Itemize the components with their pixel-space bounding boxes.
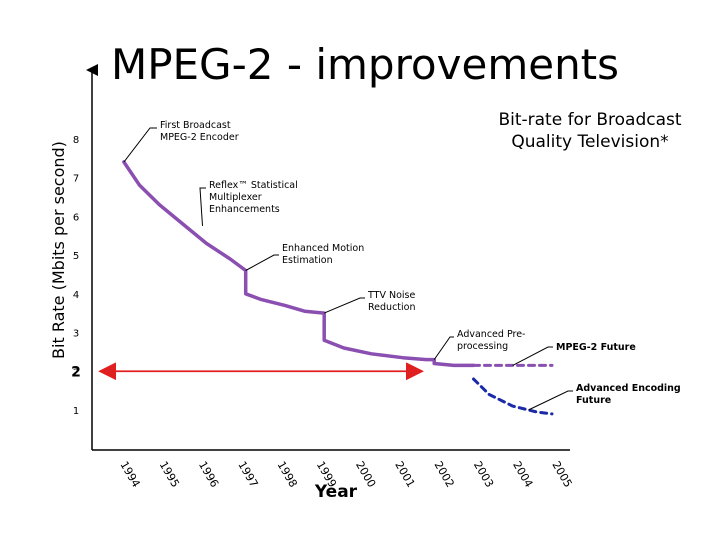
y-tick-label: 5 (73, 251, 79, 262)
bitrate-series-line (122, 160, 476, 368)
annotation-reflex: Reflex™ Statistical Multiplexer Enhancemen… (209, 180, 298, 215)
annotation-leader (433, 336, 454, 360)
y-tick-label: 8 (73, 135, 79, 146)
annotation-leader (199, 187, 206, 226)
annotation-mpeg2-future: MPEG-2 Future (556, 342, 636, 353)
x-tick-label: 2005 (549, 459, 574, 490)
y-tick-label: 1 (73, 406, 79, 417)
y-axis-label: Bit Rate (Mbits per second) (49, 141, 68, 359)
annotation-leader (245, 254, 279, 271)
x-axis-label: Year (314, 482, 358, 502)
future-series-line (472, 377, 554, 416)
annotation-leader (324, 297, 365, 314)
x-tick-label: 2001 (392, 459, 417, 490)
x-tick-label: 2002 (432, 459, 457, 490)
y-tick-label: 2 (73, 367, 79, 378)
annotation-enhanced-motion: Enhanced Motion Estimation (282, 243, 364, 266)
annotation-ttv-noise: TTV Noise Reduction (367, 290, 416, 313)
y-tick-label: 4 (73, 290, 79, 301)
annotation-first-broadcast: First Broadcast MPEG-2 Encoder (160, 120, 239, 143)
y-tick-label: 3 (73, 329, 79, 340)
y-tick-label: 6 (73, 212, 79, 223)
x-tick-label: 1996 (196, 459, 221, 490)
x-tick-label: 2003 (471, 459, 496, 490)
annotation-advanced-encoding: Advanced Encoding Future (576, 383, 681, 406)
y-tick-label: 7 (73, 174, 79, 185)
annotation-leader (528, 390, 573, 411)
x-tick-label: 1994 (117, 459, 142, 490)
annotation-leader (123, 127, 157, 163)
annotation-leader (512, 346, 553, 366)
x-tick-label: 1997 (235, 459, 260, 490)
annotation-advanced-pre: Advanced Pre-processing (457, 329, 525, 352)
chart-title: Bit-rate for Broadcast Quality Television… (498, 110, 681, 152)
x-tick-label: 1995 (157, 459, 182, 490)
reference-label: 2 (71, 364, 81, 380)
x-tick-label: 2004 (510, 459, 535, 490)
x-tick-label: 1998 (274, 459, 299, 490)
slide-title: MPEG-2 - improvements (110, 40, 620, 89)
